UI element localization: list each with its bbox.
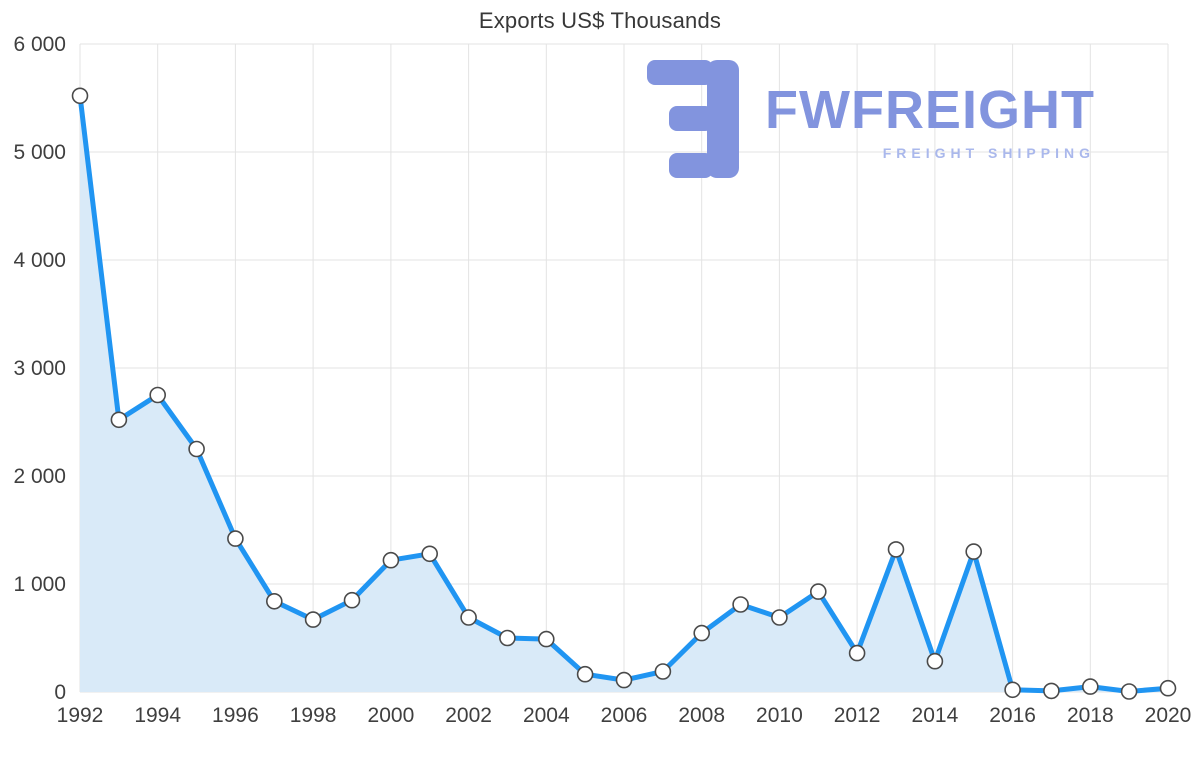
x-tick-label: 2016 [989,704,1036,727]
data-point[interactable] [382,551,400,569]
data-point[interactable] [1043,682,1060,700]
gridlines [79,43,1169,693]
data-point[interactable] [1004,681,1021,699]
x-tick-label: 2008 [678,704,725,727]
data-point[interactable] [227,530,244,547]
x-tick-label: 2006 [601,704,648,727]
data-point[interactable] [965,543,983,560]
x-tick-label: 2012 [834,704,881,727]
data-point[interactable] [421,545,439,563]
x-tick-label: 2010 [756,704,803,727]
area-fill [80,95,1168,693]
data-points [71,87,1177,700]
x-tick-label: 1998 [290,704,337,727]
x-tick-label: 2002 [445,704,492,727]
data-point[interactable] [887,541,905,558]
data-point[interactable] [615,671,633,689]
data-point[interactable] [732,596,749,613]
data-point[interactable] [343,591,361,609]
data-point[interactable] [848,644,866,662]
data-point[interactable] [1120,683,1138,700]
data-point[interactable] [1159,679,1177,697]
data-point[interactable] [71,87,89,105]
data-point[interactable] [460,609,477,626]
data-point[interactable] [149,386,166,404]
data-point[interactable] [654,663,672,680]
data-point[interactable] [537,630,555,648]
y-tick-label: 3 000 [13,357,66,380]
x-tick-label: 1996 [212,704,259,727]
y-tick-label: 5 000 [13,141,66,164]
x-tick-label: 1992 [57,704,104,727]
y-tick-label: 1 000 [13,573,66,596]
data-point[interactable] [110,411,128,429]
data-point[interactable] [926,652,944,670]
x-tick-label: 2000 [368,704,415,727]
data-point[interactable] [809,583,827,600]
x-tick-label: 2004 [523,704,570,727]
x-tick-label: 2020 [1145,704,1192,727]
data-point[interactable] [265,592,283,610]
data-point[interactable] [1082,678,1099,695]
x-tick-label: 1994 [134,704,181,727]
x-tick-label: 2014 [912,704,959,727]
y-tick-label: 6 000 [13,33,66,56]
data-point[interactable] [499,629,516,647]
x-tick-label: 2018 [1067,704,1114,727]
y-tick-label: 2 000 [13,465,66,488]
y-tick-label: 0 [54,681,66,704]
chart-title: Exports US$ Thousands [478,8,722,33]
y-tick-label: 4 000 [13,249,66,272]
data-point[interactable] [188,440,205,458]
data-point[interactable] [693,624,711,642]
data-point[interactable] [771,609,788,626]
data-point[interactable] [576,665,594,683]
data-point[interactable] [304,611,322,628]
